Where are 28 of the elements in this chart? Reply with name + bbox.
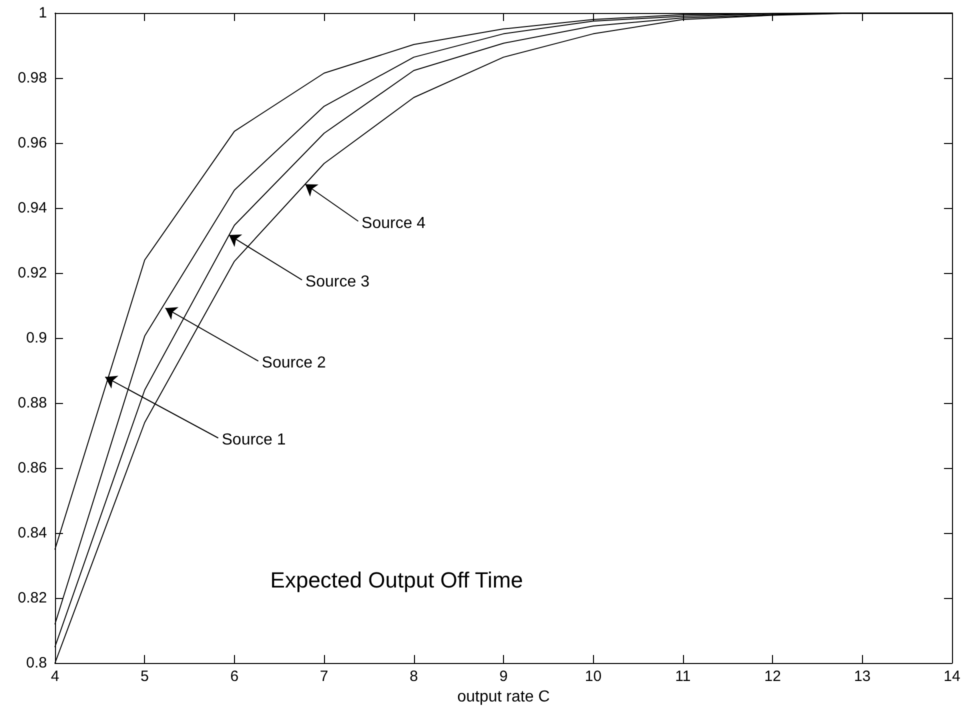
annotation: Source 1: [222, 431, 286, 448]
y-tick-label: 0.84: [18, 524, 47, 542]
annotation: Source 4: [362, 215, 426, 232]
x-tick-label: 14: [944, 668, 960, 685]
y-tick-label: 0.9: [26, 330, 47, 346]
x-tick-label: 4: [50, 668, 60, 685]
x-tick-label: 8: [410, 668, 418, 685]
x-tick-label: 5: [140, 668, 149, 685]
y-tick-label: 1: [38, 4, 47, 22]
annotation: Expected Output Off Time: [270, 567, 524, 592]
y-tick-label: 0.98: [18, 70, 47, 86]
x-tick-label: 7: [320, 668, 328, 685]
x-tick-label: 13: [854, 668, 871, 685]
y-tick-label: 0.88: [18, 394, 47, 412]
x-tick-label: 11: [675, 668, 691, 685]
x-tick-label: 10: [584, 668, 602, 685]
y-tick-label: 0.92: [18, 264, 47, 282]
y-tick-label: 0.86: [18, 460, 47, 476]
annotation: Source 3: [305, 274, 370, 291]
x-tick-label: 9: [499, 668, 508, 685]
x-axis-title: output rate C: [457, 688, 550, 706]
y-tick-label: 0.96: [18, 134, 47, 152]
y-tick-label: 0.94: [18, 200, 47, 216]
x-tick-label: 12: [764, 668, 781, 685]
y-tick-label: 0.8: [26, 654, 47, 672]
y-tick-label: 0.82: [18, 590, 47, 606]
x-tick-label: 6: [230, 668, 239, 685]
annotation: Source 2: [262, 354, 326, 372]
